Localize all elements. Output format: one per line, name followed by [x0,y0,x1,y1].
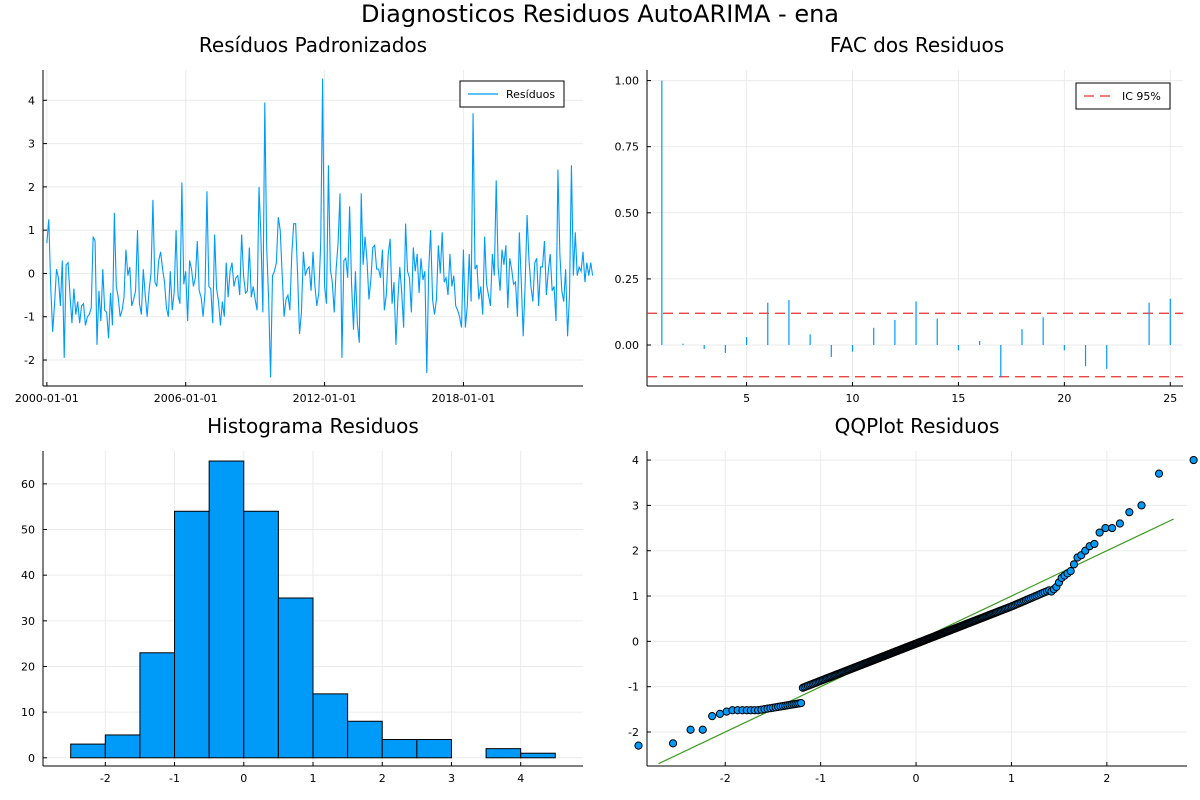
panel-title: Histograma Residuos [207,414,419,438]
y-tick-label: 1.00 [615,75,640,88]
qq-point [1125,508,1134,517]
x-tick-label: 2 [1103,772,1110,785]
x-tick-label: -2 [720,772,731,785]
qq-point [708,712,717,721]
legend-label: IC 95% [1122,90,1161,103]
y-tick-label: 10 [21,706,35,719]
histogram-bar [416,739,452,759]
qq-point [686,725,695,734]
x-tick-label: 1 [310,772,317,785]
y-tick-label: 1 [28,224,35,237]
qq-point [1115,519,1125,528]
y-tick-label: 0 [632,635,639,648]
panel-title: QQPlot Residuos [835,414,1000,438]
qq-point [1108,523,1117,533]
x-tick-label: 2 [379,772,386,785]
y-tick-label: 20 [21,660,35,673]
qq-point [634,741,643,750]
x-tick-label: -2 [100,772,111,785]
x-tick-label: 2000-01-01 [15,392,79,405]
figure-title: Diagnosticos Residuos AutoARIMA - ena [361,0,839,28]
histogram-bar [243,510,279,759]
acf-panel: 5 10 15 20 25 0.00 0.25 0.50 0.75 1.00 FAC dos Res… [615,33,1183,405]
y-tick-label: 60 [21,478,35,491]
histogram-bar [347,720,383,759]
x-tick-label: -1 [169,772,180,785]
histogram-bar [277,597,314,759]
y-tick-label: 0.50 [615,207,640,220]
y-tick-label: 0.25 [615,273,640,286]
x-tick-label: 2006-01-01 [154,392,218,405]
qq-point [1090,539,1099,549]
histogram-bar [312,693,349,759]
panel-title: Resíduos Padronizados [199,33,427,57]
y-tick-label: 50 [21,524,35,537]
histogram-bar [70,743,106,759]
y-tick-label: 0 [28,267,35,280]
qqplot-panel: -2 -1 0 1 2 -2 -1 0 1 2 3 4 QQPlot Residuos [628,414,1198,785]
y-tick-label: 4 [28,94,35,107]
y-tick-label: 30 [21,615,35,628]
qq-point [715,709,725,718]
histogram-bar [381,739,418,759]
x-tick-label: 2012-01-01 [293,392,357,405]
y-tick-label: 1 [632,590,639,603]
y-tick-label: 2 [632,545,639,558]
x-tick-label: 15 [951,392,965,405]
qq-point [1069,560,1079,569]
y-tick-label: 3 [632,499,639,512]
y-tick-label: 40 [21,569,35,582]
qq-point [698,725,707,734]
qq-point [1095,528,1104,537]
y-tick-label: -1 [24,311,35,324]
histogram-bar [485,748,522,759]
x-tick-label: 25 [1163,392,1177,405]
x-tick-label: 5 [743,392,750,405]
qq-point [1189,455,1198,465]
x-tick-label: 4 [517,772,524,785]
qq-point [1154,469,1164,478]
x-tick-label: 2018-01-01 [431,392,495,405]
y-tick-label: 3 [28,138,35,151]
x-tick-label: -1 [815,772,826,785]
histogram-bar [139,652,176,759]
x-tick-label: 3 [448,772,455,785]
panel-title: FAC dos Residuos [830,33,1004,57]
qq-point [1101,523,1110,533]
residuals-series-line [46,78,594,378]
y-tick-label: 0.75 [615,141,640,154]
y-tick-label: 0 [28,752,35,765]
y-tick-label: 2 [28,181,35,194]
legend-label: Resíduos [506,88,555,101]
qq-point [1066,567,1075,576]
y-tick-label: -2 [24,354,35,367]
x-tick-label: 0 [913,772,920,785]
x-tick-label: 20 [1057,392,1071,405]
qq-point [1137,501,1146,510]
residuals-panel: 2000-01-01 2006-01-01 2012-01-01 2018-01-01… [15,33,594,405]
x-tick-label: 10 [846,392,860,405]
histogram-bar [174,510,210,759]
histogram-bar [520,752,556,759]
histogram-bar [104,734,141,759]
y-tick-label: 0.00 [615,339,640,352]
histogram-bar [208,460,245,759]
y-tick-label: 4 [632,454,639,467]
qq-point [668,739,678,748]
x-tick-label: 0 [240,772,247,785]
y-tick-label: -1 [628,681,639,694]
qq-point [796,698,806,708]
x-tick-label: 1 [1008,772,1015,785]
y-tick-label: -2 [628,726,639,739]
